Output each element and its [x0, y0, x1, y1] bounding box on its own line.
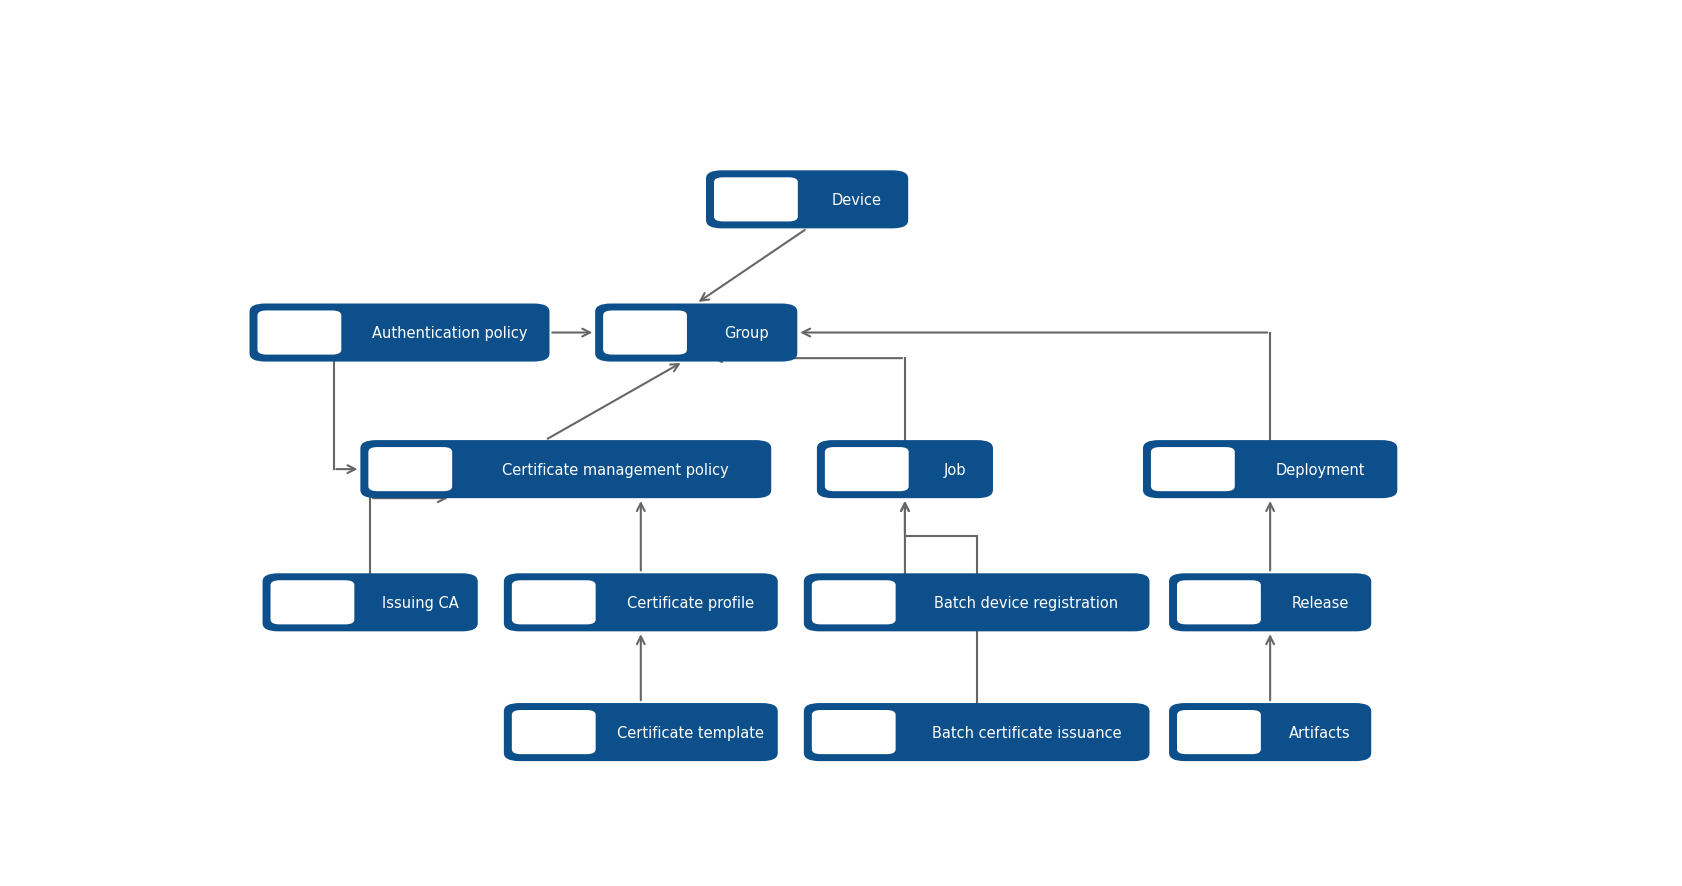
FancyBboxPatch shape	[816, 440, 992, 499]
Text: Artifacts: Artifacts	[1288, 725, 1351, 740]
FancyBboxPatch shape	[503, 703, 777, 761]
Text: Authentication policy: Authentication policy	[372, 326, 526, 340]
FancyBboxPatch shape	[1169, 703, 1371, 761]
Text: Group: Group	[723, 326, 769, 340]
FancyBboxPatch shape	[804, 703, 1149, 761]
Text: Certificate profile: Certificate profile	[627, 595, 754, 610]
FancyBboxPatch shape	[511, 580, 595, 625]
FancyBboxPatch shape	[811, 711, 895, 754]
FancyBboxPatch shape	[1142, 440, 1396, 499]
Text: Issuing CA: Issuing CA	[382, 595, 458, 610]
FancyBboxPatch shape	[262, 573, 478, 632]
FancyBboxPatch shape	[595, 304, 797, 362]
FancyBboxPatch shape	[257, 311, 341, 355]
FancyBboxPatch shape	[249, 304, 548, 362]
Text: Job: Job	[944, 462, 965, 477]
FancyBboxPatch shape	[1176, 580, 1260, 625]
Text: Device: Device	[831, 192, 881, 207]
Text: Batch device registration: Batch device registration	[934, 595, 1119, 610]
FancyBboxPatch shape	[602, 311, 686, 355]
FancyBboxPatch shape	[811, 580, 895, 625]
Text: Release: Release	[1290, 595, 1347, 610]
FancyBboxPatch shape	[824, 447, 908, 492]
FancyBboxPatch shape	[1150, 447, 1235, 492]
FancyBboxPatch shape	[511, 711, 595, 754]
FancyBboxPatch shape	[713, 178, 797, 222]
Text: Certificate management policy: Certificate management policy	[501, 462, 728, 477]
FancyBboxPatch shape	[1176, 711, 1260, 754]
Text: Certificate template: Certificate template	[617, 725, 764, 740]
FancyBboxPatch shape	[1169, 573, 1371, 632]
FancyBboxPatch shape	[503, 573, 777, 632]
FancyBboxPatch shape	[360, 440, 770, 499]
Text: Batch certificate issuance: Batch certificate issuance	[932, 725, 1120, 740]
FancyBboxPatch shape	[804, 573, 1149, 632]
FancyBboxPatch shape	[706, 171, 908, 229]
FancyBboxPatch shape	[368, 447, 452, 492]
Text: Deployment: Deployment	[1275, 462, 1364, 477]
FancyBboxPatch shape	[271, 580, 355, 625]
